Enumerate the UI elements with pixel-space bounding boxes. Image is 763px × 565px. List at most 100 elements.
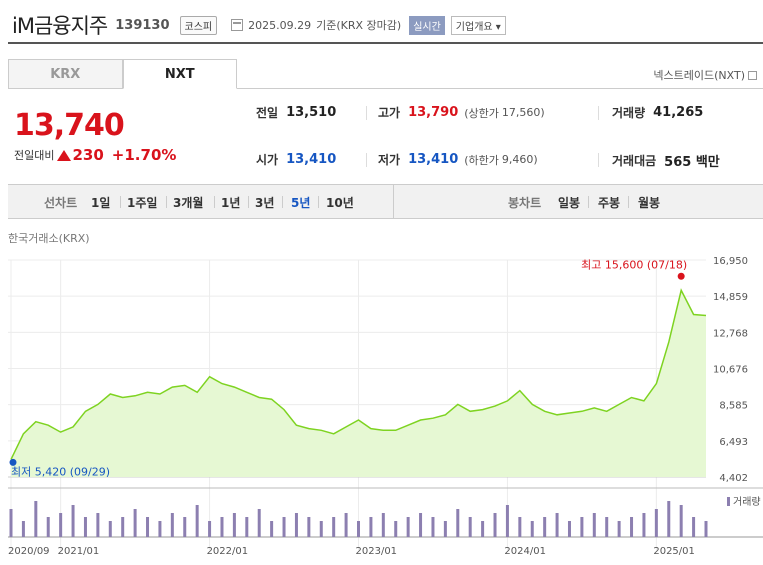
volume-bar	[369, 517, 373, 537]
lower-limit-label: (하한가	[464, 153, 499, 167]
stat-high: 고가 13,790 (상한가 17,560)	[378, 104, 545, 121]
volume-bar	[543, 517, 547, 537]
divider	[366, 106, 367, 120]
company-info-dropdown[interactable]: 기업개요 ▾	[450, 15, 506, 35]
divider	[248, 196, 249, 208]
y-axis-ticks: 16,950 14,859 12,768 10,676 8,585 6,493 4,402	[713, 256, 748, 484]
volume-bar	[630, 517, 634, 537]
change-percent: +1.70%	[111, 146, 177, 164]
volume-bar	[307, 517, 311, 537]
y-tick-label: 16,950	[713, 256, 748, 267]
high-label: 고가	[378, 106, 401, 120]
tab-krx[interactable]: KRX	[8, 59, 123, 89]
reference-date: 2025.09.29	[248, 18, 312, 32]
stock-code: 139130	[115, 17, 170, 33]
high-label: 최고 15,600 (07/18)	[581, 258, 687, 271]
period-5y[interactable]: 5년	[291, 196, 311, 210]
volume-bar	[530, 521, 534, 537]
volume-bar	[406, 517, 410, 537]
divider	[588, 196, 589, 208]
exchange-tabs: KRX NXT	[8, 59, 237, 89]
volume-bar	[282, 517, 286, 537]
divider	[214, 196, 215, 208]
volume-bar	[692, 517, 696, 537]
volume-bar	[319, 521, 323, 537]
x-axis-ticks: 2020/09 2021/01 2022/01 2023/01 2024/01 2025/…	[8, 546, 695, 557]
period-1d[interactable]: 1일	[91, 196, 111, 210]
price-chart[interactable]: 16,95014,85912,76810,6768,5856,4934,402 …	[0, 245, 763, 565]
prev-day-label: 전일대비	[14, 149, 55, 162]
candle-weekly[interactable]: 주봉	[598, 196, 621, 210]
volume-value: 41,265	[653, 105, 704, 120]
open-value: 13,410	[286, 152, 337, 167]
amount-value: 565 백만	[664, 155, 720, 170]
volume-bar	[332, 517, 336, 537]
volume-bar	[617, 521, 621, 537]
volume-bar	[208, 521, 212, 537]
period-bar: 선차트 1일 1주일 3개월 1년 3년 5년 10년 봉차트 일봉 주봉 월봉	[8, 184, 763, 219]
volume-bars	[9, 501, 708, 537]
candle-daily[interactable]: 일봉	[558, 196, 581, 210]
stock-header: iM금융지주 139130 코스피 2025.09.29 기준(KRX 장마감)…	[8, 8, 763, 44]
divider	[598, 153, 599, 167]
volume-bar	[34, 501, 38, 537]
low-label: 저가	[378, 153, 401, 167]
change-value: 230	[72, 146, 104, 164]
nextrade-link[interactable]: 넥스트레이드(NXT)	[653, 67, 757, 83]
period-1y[interactable]: 1년	[221, 196, 241, 210]
volume-bar	[394, 521, 398, 537]
volume-bar	[170, 513, 174, 537]
volume-bar	[344, 513, 348, 537]
period-10y[interactable]: 10년	[326, 196, 354, 210]
tabs-divider	[237, 88, 763, 89]
y-tick-label: 4,402	[719, 473, 748, 484]
volume-bar	[456, 509, 460, 537]
high-marker	[677, 272, 685, 280]
volume-bar	[21, 521, 25, 537]
volume-bar	[245, 517, 249, 537]
volume-bar	[257, 509, 261, 537]
volume-bar	[518, 517, 522, 537]
divider	[120, 196, 121, 208]
volume-legend: 거래량	[733, 496, 761, 508]
volume-bar	[481, 521, 485, 537]
period-3m[interactable]: 3개월	[173, 196, 204, 210]
divider	[628, 196, 629, 208]
y-tick-label: 14,859	[713, 292, 748, 303]
volume-bar	[567, 521, 571, 537]
volume-bar	[419, 513, 423, 537]
price-area	[11, 290, 706, 477]
y-tick-label: 6,493	[719, 437, 748, 448]
candle-monthly[interactable]: 월봉	[638, 196, 661, 210]
volume-bar	[592, 513, 596, 537]
volume-bar	[580, 517, 584, 537]
stock-name: iM금융지주	[12, 14, 108, 38]
stat-amount: 거래대금 565 백만	[612, 151, 720, 170]
stat-prev-close: 전일 13,510	[256, 104, 336, 121]
x-tick-label: 2020/09	[8, 546, 50, 557]
volume-bar	[704, 521, 708, 537]
volume-bar	[183, 517, 187, 537]
upper-limit-label: (상한가	[464, 106, 499, 120]
current-price: 13,740	[14, 108, 125, 143]
volume-bar	[133, 509, 137, 537]
period-1w[interactable]: 1주일	[127, 196, 158, 210]
period-3y[interactable]: 3년	[255, 196, 275, 210]
volume-bar	[270, 521, 274, 537]
volume-bar	[443, 521, 447, 537]
volume-bar	[9, 509, 13, 537]
divider	[318, 196, 319, 208]
x-tick-label: 2024/01	[504, 546, 546, 557]
divider	[598, 106, 599, 120]
stat-low: 저가 13,410 (하한가 9,460)	[378, 151, 538, 168]
exchange-label: 한국거래소(KRX)	[8, 232, 90, 245]
realtime-button[interactable]: 실시간	[409, 15, 445, 35]
divider	[366, 153, 367, 167]
upper-limit-value: 17,560)	[501, 106, 545, 119]
volume-bar	[667, 501, 671, 537]
volume-bar	[642, 513, 646, 537]
tab-nxt[interactable]: NXT	[122, 59, 237, 89]
amount-label: 거래대금	[612, 154, 657, 168]
low-label: 최저 5,420 (09/29)	[11, 465, 110, 478]
y-tick-label: 12,768	[713, 328, 748, 339]
